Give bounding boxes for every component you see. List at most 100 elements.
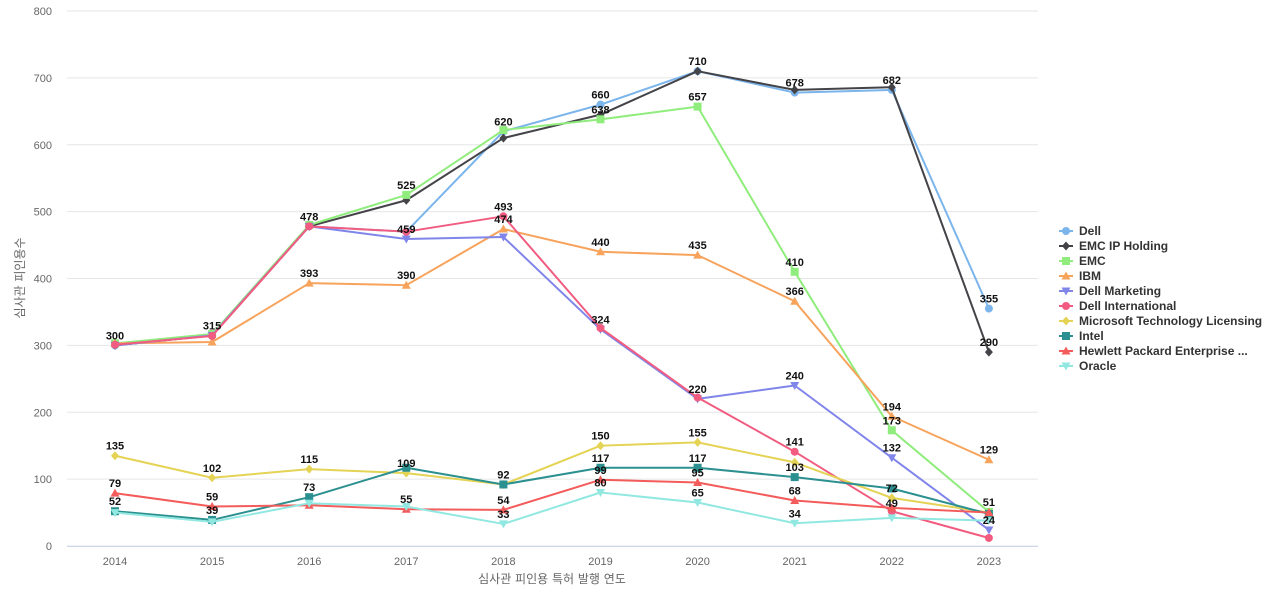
legend-label: EMC IP Holding [1079,239,1168,253]
data-point [693,250,703,259]
legend-marker [1062,332,1070,340]
data-point [693,66,702,76]
legend-label: Dell [1079,224,1101,238]
series-hewlett-packard-enterprise [110,475,994,517]
data-label: 660 [591,90,609,102]
data-label: 366 [786,286,804,298]
data-label: 72 [886,483,898,495]
data-point [790,496,800,505]
data-label: 68 [789,486,801,498]
legend-item[interactable]: Oracle [1059,359,1117,373]
legend-label: IBM [1079,269,1101,283]
legend-marker [1061,346,1071,355]
data-label: 132 [883,443,901,455]
data-point [984,517,994,526]
legend-item[interactable]: EMC [1059,254,1106,268]
y-tick-label: 0 [46,541,52,553]
legend-marker [1062,227,1070,235]
x-tick-label: 2014 [103,556,127,568]
data-point [887,454,897,463]
data-label: 173 [883,415,901,427]
data-label: 435 [688,240,706,252]
x-tick-label: 2015 [200,556,224,568]
series-oracle [110,489,994,529]
data-label: 300 [106,330,124,342]
data-point [596,441,605,451]
data-point [790,519,800,528]
data-label: 65 [691,488,703,500]
data-point [402,463,411,472]
data-point [984,533,993,542]
legend-label: Dell Marketing [1079,284,1161,298]
data-point [596,100,605,109]
data-label: 135 [106,441,124,453]
data-label: 678 [786,78,804,90]
data-label: 99 [594,465,606,477]
legend-marker [1061,362,1071,371]
data-point [207,337,217,346]
data-point [401,503,411,512]
x-tick-label: 2016 [297,556,321,568]
series-line [114,228,990,461]
legend-item[interactable]: Dell [1059,224,1101,238]
data-label: 54 [497,495,510,507]
legend-item[interactable]: Hewlett Packard Enterprise ... [1059,344,1248,358]
legend-marker [1062,302,1070,310]
data-label: 290 [980,337,998,349]
data-point [693,499,703,508]
data-point [499,126,508,135]
legend-item[interactable]: EMC IP Holding [1059,239,1168,253]
data-point [305,464,314,474]
legend-item[interactable]: IBM [1059,269,1101,283]
data-label: 34 [789,508,802,520]
data-label: 390 [397,270,415,282]
data-point [207,502,217,511]
legend-marker [1061,271,1071,280]
data-label: 194 [883,401,902,413]
y-tick-label: 600 [34,140,52,152]
legend-item[interactable]: Dell Marketing [1059,284,1161,298]
data-label: 109 [397,458,415,470]
series-dell-international [111,212,993,542]
data-label: 682 [883,75,901,87]
data-point [693,393,702,402]
x-axis-title: 심사관 피인용 특허 발행 연도 [478,571,626,586]
data-point [984,304,993,313]
data-point [208,332,217,341]
data-point [984,526,994,535]
legend-item[interactable]: Microsoft Technology Licensing [1059,314,1262,328]
data-point [498,233,508,242]
data-point [207,518,217,527]
legend-item[interactable]: Dell International [1059,299,1176,313]
data-point [790,85,799,95]
data-point [305,222,314,231]
legend-item[interactable]: Intel [1059,329,1104,343]
data-label: 355 [980,294,998,306]
y-tick-label: 500 [34,207,52,219]
data-point [984,455,994,464]
data-point [596,463,605,472]
data-point [596,115,605,124]
gridlines [67,10,1038,547]
legend-label: Intel [1079,329,1104,343]
x-tick-label: 2018 [491,556,515,568]
series-ibm [110,224,994,464]
data-label: 657 [688,92,706,104]
data-point [208,473,217,483]
series-line [114,466,990,521]
x-tick-label: 2019 [588,556,612,568]
data-point [402,190,411,199]
data-point [499,133,508,143]
legend-label: Dell International [1079,299,1176,313]
x-tick-label: 2021 [782,556,806,568]
data-label: 79 [109,478,121,490]
series-line [114,478,989,514]
data-label: 73 [303,482,315,494]
data-label: 315 [203,320,221,332]
legend-marker [1062,316,1070,326]
data-point [596,475,605,484]
data-point [498,505,508,514]
